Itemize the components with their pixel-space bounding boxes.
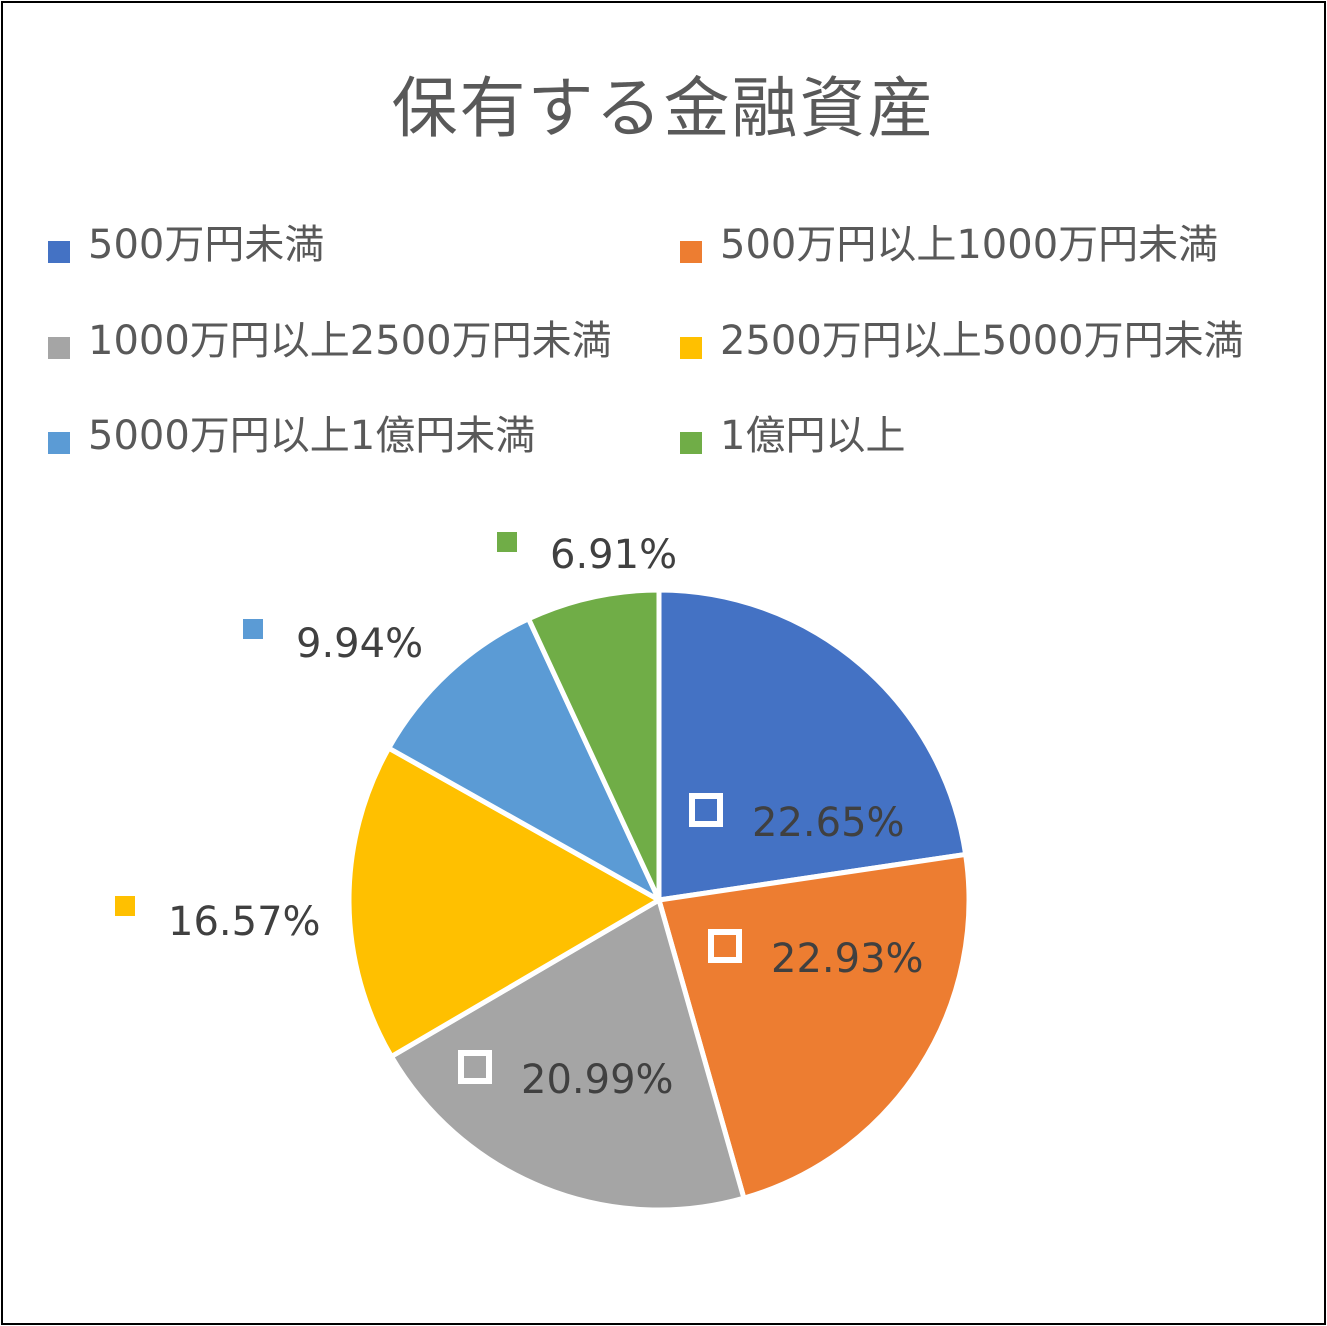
data-label-marker-3 xyxy=(115,896,135,916)
pie-slice-2 xyxy=(388,897,747,1213)
legend-swatch-1 xyxy=(680,241,702,263)
data-label-5: 6.91% xyxy=(550,532,677,578)
legend-swatch-4 xyxy=(48,432,70,454)
data-label-2: 20.99% xyxy=(521,1057,674,1103)
data-label-1: 22.93% xyxy=(771,936,924,982)
legend-swatch-5 xyxy=(680,432,702,454)
pie-slice-3 xyxy=(346,745,662,1060)
data-label-marker-2 xyxy=(458,1050,492,1084)
legend-swatch-3 xyxy=(680,337,702,359)
data-label-marker-0 xyxy=(689,793,723,827)
pie-chart: 22.65% 22.93% 20.99% 16.57% 9.94% 6.91% xyxy=(115,532,972,1213)
data-label-4: 9.94% xyxy=(296,621,423,667)
legend-label-5: 1億円以上 xyxy=(720,413,906,459)
chart-title: 保有する金融資産 xyxy=(391,70,936,147)
data-label-0: 22.65% xyxy=(752,800,905,846)
legend-label-3: 2500万円以上5000万円未満 xyxy=(720,318,1244,364)
pie-slice-5 xyxy=(526,587,662,903)
legend-label-4: 5000万円以上1億円未満 xyxy=(88,413,536,459)
legend-label-2: 1000万円以上2500万円未満 xyxy=(88,318,612,364)
legend-swatch-2 xyxy=(48,337,70,359)
legend-label-1: 500万円以上1000万円未満 xyxy=(720,222,1219,268)
data-label-marker-4 xyxy=(243,619,263,639)
legend-label-0: 500万円未満 xyxy=(88,222,325,268)
data-label-3: 16.57% xyxy=(168,899,321,945)
data-label-marker-5 xyxy=(497,532,517,552)
legend-swatch-0 xyxy=(48,241,70,263)
pie-slice-4 xyxy=(386,616,662,903)
data-label-marker-1 xyxy=(708,929,742,963)
pie-slice-0 xyxy=(656,587,969,903)
